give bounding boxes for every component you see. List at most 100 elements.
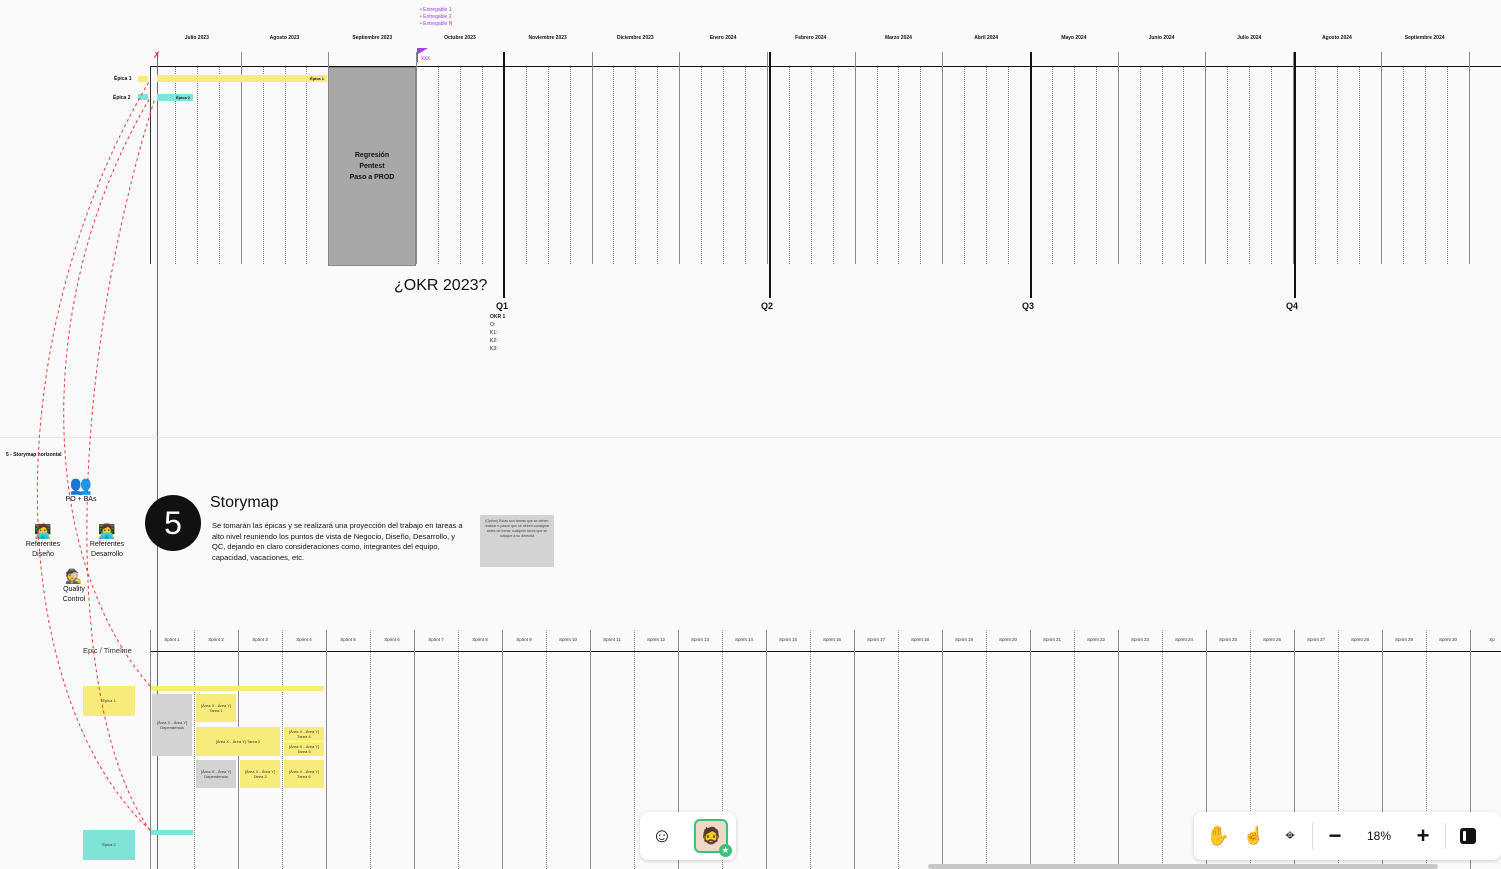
month-label: Octubre 2023 <box>444 35 476 41</box>
sprint-divider <box>898 630 899 869</box>
section-divider <box>0 437 1501 438</box>
sprint-divider <box>1118 630 1119 869</box>
epic2-marker[interactable] <box>138 94 148 100</box>
sprint-label: Sprint 20 <box>998 637 1017 642</box>
role-label: Referentes Desarrollo <box>89 541 125 558</box>
month-label: Septiembre 2023 <box>352 35 393 41</box>
week-divider <box>1271 67 1273 264</box>
sprint-label: Sprint 23 <box>1130 637 1149 642</box>
sprint-axis <box>150 651 1501 652</box>
task-card[interactable]: [Área X - Área Y] Tarea 4 <box>284 727 324 741</box>
week-divider <box>1336 67 1338 264</box>
quarter-label: Q1 <box>496 301 509 311</box>
quarter-label: Q3 <box>1022 301 1035 311</box>
task-card[interactable]: [Área X - Área Y] Tarea 6 <box>284 760 324 788</box>
month-label: Mayo 2024 <box>1061 35 1087 41</box>
legend-item: • Entregable 2 <box>420 14 452 20</box>
epic2-bar[interactable]: Épica 2 <box>157 94 193 101</box>
epic1-marker[interactable] <box>138 76 148 82</box>
week-divider <box>1249 67 1251 264</box>
toolbar-separator <box>1312 823 1313 849</box>
okr-line: OKR 1 <box>490 314 506 320</box>
star-badge-icon: ★ <box>719 844 732 857</box>
epic1-span-bar[interactable] <box>151 686 324 691</box>
sprint-divider <box>1294 630 1295 869</box>
week-divider <box>459 67 461 264</box>
zoom-in-icon[interactable]: + <box>1416 823 1430 848</box>
sprint-divider <box>1382 630 1383 869</box>
option-note[interactable]: [Option] Estas son tareas que se deben r… <box>480 515 554 567</box>
milestone-flag-icon[interactable] <box>418 48 428 54</box>
sprint-label: Sprint 21 <box>1042 637 1061 642</box>
month-label: Febrero 2024 <box>795 35 827 41</box>
okr-line: O: <box>490 322 496 328</box>
week-divider <box>284 67 286 264</box>
sprint-label: Sprint 9 <box>516 637 532 642</box>
horizontal-scrollbar[interactable] <box>928 864 1438 869</box>
quarter-line <box>1030 52 1032 298</box>
month-label: Enero 2024 <box>709 35 737 41</box>
epic-bar-label: Épica 1 <box>309 76 324 81</box>
okr-line: K3: <box>490 346 498 352</box>
epic-sticky[interactable]: Épica 1 <box>83 686 135 716</box>
sprint-divider <box>1338 630 1339 869</box>
task-card[interactable]: [Área X - Área Y] Tarea 3 <box>240 760 280 788</box>
month-label: Diciembre 2023 <box>616 35 654 41</box>
sprint-label: Sprint 10 <box>558 637 577 642</box>
sprint-divider <box>1162 630 1163 869</box>
sprint-label: Sprint 30 <box>1438 637 1457 642</box>
epic-sticky[interactable]: Épica 2 <box>83 830 135 860</box>
sprint-divider <box>854 630 855 869</box>
role-design: 🧑‍💻 Referentes Diseño <box>18 522 68 560</box>
role-label: Quality Control <box>62 586 86 603</box>
avatar[interactable]: 🧔 ★ <box>694 819 732 857</box>
quarter-label: Q4 <box>1286 301 1299 311</box>
week-divider <box>1139 67 1141 264</box>
pin-icon: ✗ <box>153 50 161 60</box>
week-divider <box>1358 67 1360 264</box>
task-card[interactable]: [Área X - Área Y] Tarea 5 <box>284 742 324 756</box>
section-label: 5 - Storymap horizontal <box>6 452 62 458</box>
map-pin-icon[interactable]: ⌖ <box>1285 826 1295 845</box>
step-number: 5 <box>145 495 201 551</box>
zoom-level[interactable]: 18% <box>1366 829 1392 843</box>
pointer-hand-icon[interactable]: ☝ <box>1243 826 1265 845</box>
sprint-label: Sprint 12 <box>646 637 665 642</box>
month-label: Septiembre 2024 <box>1404 35 1445 41</box>
sprint-label: Sprint 22 <box>1086 637 1105 642</box>
task-card[interactable]: [Área X - Área Y] Dependencia <box>152 694 192 756</box>
hand-icon[interactable]: ✋ <box>1206 826 1230 847</box>
month-label: Junio 2024 <box>1148 35 1175 41</box>
week-divider <box>613 67 615 264</box>
connector-curve <box>37 79 151 831</box>
developers-icon: 👩‍💻 <box>98 523 116 539</box>
epic2-span-bar[interactable] <box>151 830 193 835</box>
canvas-toolbar: ✋ ☝ ⌖ − 18% + <box>1194 812 1501 860</box>
release-step: Pentest <box>359 163 385 170</box>
okr-details: OKR 1 O: K1: K2: K3: <box>490 313 505 353</box>
panel-icon-shape <box>1460 828 1476 844</box>
week-divider <box>635 67 637 264</box>
task-card[interactable]: [Área X - Área Y] Tarea 2 <box>196 727 280 756</box>
week-divider <box>1161 67 1163 264</box>
week-divider <box>986 67 988 264</box>
sprint-divider <box>546 630 547 869</box>
epic1-bar[interactable]: Épica 1 <box>157 75 327 82</box>
task-card[interactable]: [Área X - Área Y] Tarea 1 <box>196 694 236 722</box>
panel-icon[interactable] <box>1450 818 1486 854</box>
month-divider <box>1205 52 1207 264</box>
week-divider <box>898 67 900 264</box>
zoom-out-icon[interactable]: − <box>1328 823 1342 848</box>
team-icon: 👥 <box>69 475 93 495</box>
today-marker <box>157 52 158 869</box>
month-divider <box>1380 52 1382 264</box>
smiley-icon[interactable]: ☺ <box>651 824 673 847</box>
release-block[interactable]: Regresión Pentest Paso a PROD <box>328 67 416 266</box>
avatar-face-icon: 🧔 <box>701 828 721 845</box>
designer-icon: 🧑‍💻 <box>34 523 52 539</box>
sprint-divider <box>1074 630 1075 869</box>
month-divider <box>679 52 681 264</box>
sprint-label: Sprint 14 <box>734 637 753 642</box>
release-step: Regresión <box>354 152 390 159</box>
task-card[interactable]: [Área X - Área Y] Dependencia <box>196 760 236 788</box>
